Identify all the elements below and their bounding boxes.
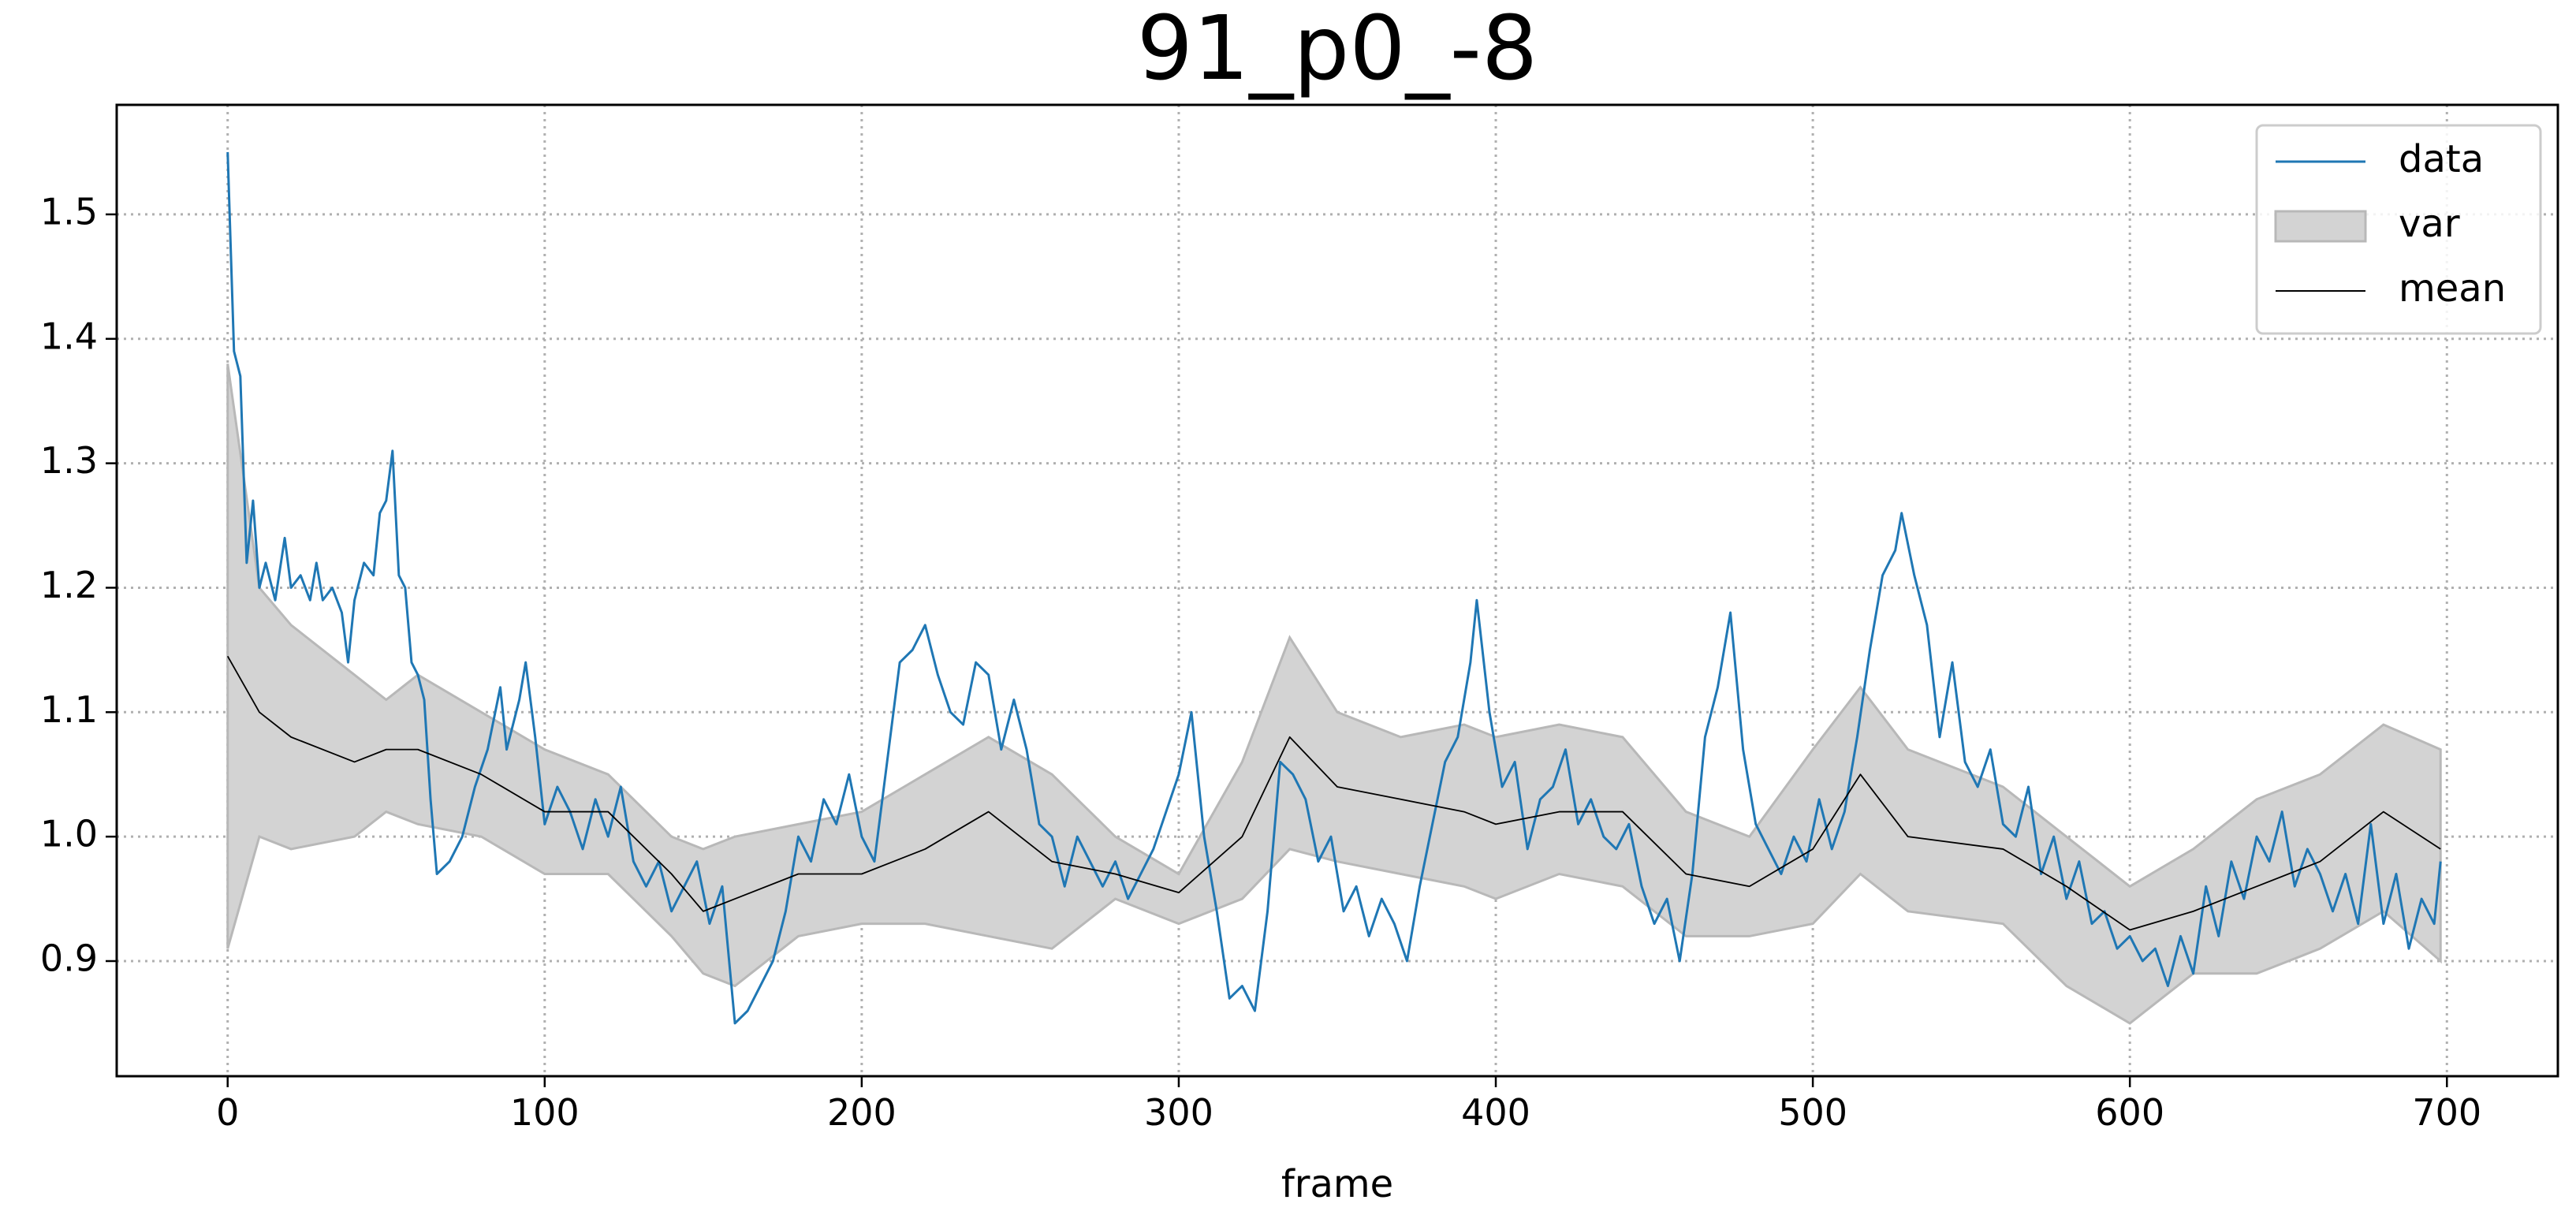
x-tick-label: 100 [510,1091,580,1134]
y-tick-label: 0.9 [40,937,98,979]
x-tick-label: 200 [827,1091,897,1134]
x-tick-label: 300 [1144,1091,1213,1134]
legend-label: data [2399,137,2484,181]
mean-line [226,655,2441,931]
y-tick-label: 1.1 [40,688,98,731]
legend-label: mean [2399,266,2506,311]
y-tick-label: 1.2 [40,564,98,606]
legend-label: var [2399,202,2460,246]
legend: data var mean [2255,124,2542,335]
y-tick-label: 1.0 [40,813,98,855]
legend-box [2255,124,2542,335]
x-axis-label: frame [1281,1162,1393,1206]
x-tick-label: 500 [1778,1091,1847,1134]
y-tick-label: 1.4 [40,315,98,357]
x-tick-label: 600 [2095,1091,2164,1134]
chart-title: 91_p0_-8 [1137,0,1538,100]
plot-frame [115,103,2559,1078]
y-tick-label: 1.3 [40,439,98,482]
x-tick-label: 0 [216,1091,239,1134]
legend-swatch [2274,210,2367,243]
x-tick-label: 400 [1461,1091,1530,1134]
y-tick-label: 1.5 [40,190,98,233]
x-tick-label: 700 [2412,1091,2481,1134]
data-line [226,151,2442,1025]
